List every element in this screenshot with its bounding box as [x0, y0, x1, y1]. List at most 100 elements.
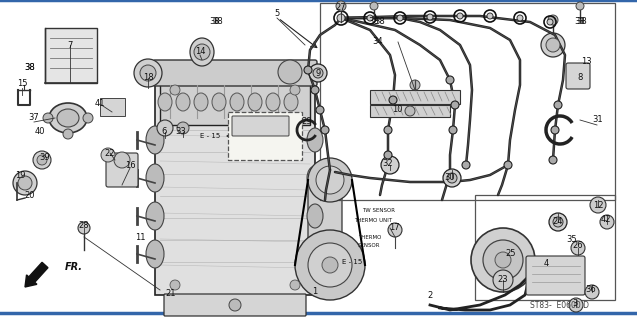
Circle shape: [576, 2, 584, 10]
Text: 7: 7: [68, 41, 73, 50]
Circle shape: [114, 152, 130, 168]
Ellipse shape: [230, 93, 244, 111]
Ellipse shape: [57, 109, 79, 127]
Text: 16: 16: [125, 161, 135, 170]
Ellipse shape: [49, 103, 87, 133]
Circle shape: [553, 217, 563, 227]
Circle shape: [370, 2, 378, 10]
Ellipse shape: [307, 204, 323, 228]
Bar: [475, 195, 615, 300]
Circle shape: [78, 222, 90, 234]
Ellipse shape: [248, 93, 262, 111]
FancyBboxPatch shape: [566, 63, 590, 89]
FancyBboxPatch shape: [232, 116, 289, 136]
FancyBboxPatch shape: [164, 294, 306, 316]
Text: 37: 37: [29, 114, 39, 123]
Circle shape: [493, 270, 513, 290]
Circle shape: [322, 257, 338, 273]
Ellipse shape: [307, 128, 323, 152]
Circle shape: [451, 101, 459, 109]
Text: 34: 34: [373, 37, 383, 46]
Text: 38: 38: [25, 63, 36, 73]
Text: 22: 22: [104, 148, 115, 157]
Text: 4: 4: [543, 259, 548, 268]
Circle shape: [384, 126, 392, 134]
Circle shape: [389, 96, 397, 104]
Text: 14: 14: [195, 47, 205, 57]
Text: E - 15: E - 15: [342, 259, 362, 265]
Circle shape: [410, 80, 420, 90]
Text: 10: 10: [392, 106, 402, 115]
Text: FR.: FR.: [65, 262, 83, 272]
Circle shape: [569, 298, 583, 312]
Circle shape: [157, 120, 173, 136]
Text: 38: 38: [369, 18, 380, 27]
Circle shape: [13, 171, 37, 195]
FancyBboxPatch shape: [106, 153, 138, 187]
Circle shape: [336, 1, 346, 11]
Text: 2: 2: [427, 291, 433, 300]
Circle shape: [384, 151, 392, 159]
Circle shape: [83, 113, 93, 123]
Ellipse shape: [307, 242, 323, 266]
Text: 3: 3: [572, 299, 578, 308]
Circle shape: [321, 126, 329, 134]
Circle shape: [554, 101, 562, 109]
Text: 18: 18: [143, 73, 154, 82]
Text: 19: 19: [15, 172, 25, 180]
Circle shape: [388, 223, 402, 237]
Circle shape: [427, 14, 433, 20]
Ellipse shape: [146, 240, 164, 268]
Circle shape: [337, 14, 345, 22]
Text: 9: 9: [315, 68, 320, 77]
Text: 38: 38: [576, 18, 587, 27]
Circle shape: [278, 60, 302, 84]
Ellipse shape: [284, 93, 298, 111]
Text: 25: 25: [506, 249, 516, 258]
Circle shape: [546, 38, 560, 52]
Circle shape: [43, 113, 53, 123]
Circle shape: [487, 13, 493, 19]
Circle shape: [457, 13, 463, 19]
Circle shape: [295, 230, 365, 300]
Text: 29: 29: [302, 116, 312, 125]
Circle shape: [290, 280, 300, 290]
Circle shape: [446, 76, 454, 84]
Circle shape: [304, 66, 312, 74]
Circle shape: [140, 65, 156, 81]
Text: 39: 39: [39, 154, 50, 163]
Bar: [160, 80, 310, 125]
Text: 38: 38: [213, 18, 224, 27]
Circle shape: [170, 85, 180, 95]
Ellipse shape: [176, 93, 190, 111]
Ellipse shape: [146, 126, 164, 154]
Circle shape: [101, 148, 115, 162]
Text: 32: 32: [383, 158, 393, 167]
Text: 33: 33: [176, 126, 187, 135]
Circle shape: [517, 15, 523, 21]
Circle shape: [63, 129, 73, 139]
Circle shape: [600, 215, 614, 229]
Circle shape: [290, 85, 300, 95]
Text: 17: 17: [389, 223, 399, 233]
Circle shape: [194, 44, 210, 60]
Bar: [370, 90, 460, 104]
Circle shape: [308, 158, 352, 202]
Text: 41: 41: [95, 100, 105, 108]
Text: E - 15: E - 15: [200, 133, 220, 139]
Circle shape: [18, 176, 32, 190]
Text: 36: 36: [585, 284, 596, 293]
Text: 20: 20: [25, 191, 35, 201]
Text: 38: 38: [210, 18, 220, 27]
Bar: [370, 105, 450, 117]
FancyBboxPatch shape: [308, 178, 342, 272]
Text: 38: 38: [575, 18, 585, 27]
FancyBboxPatch shape: [153, 60, 317, 86]
Text: 27: 27: [336, 3, 347, 12]
Text: 1: 1: [312, 287, 318, 297]
Circle shape: [170, 280, 180, 290]
Ellipse shape: [190, 38, 214, 66]
Text: THERMO UNIT: THERMO UNIT: [354, 218, 392, 223]
FancyArrow shape: [25, 262, 48, 287]
Circle shape: [397, 15, 403, 21]
